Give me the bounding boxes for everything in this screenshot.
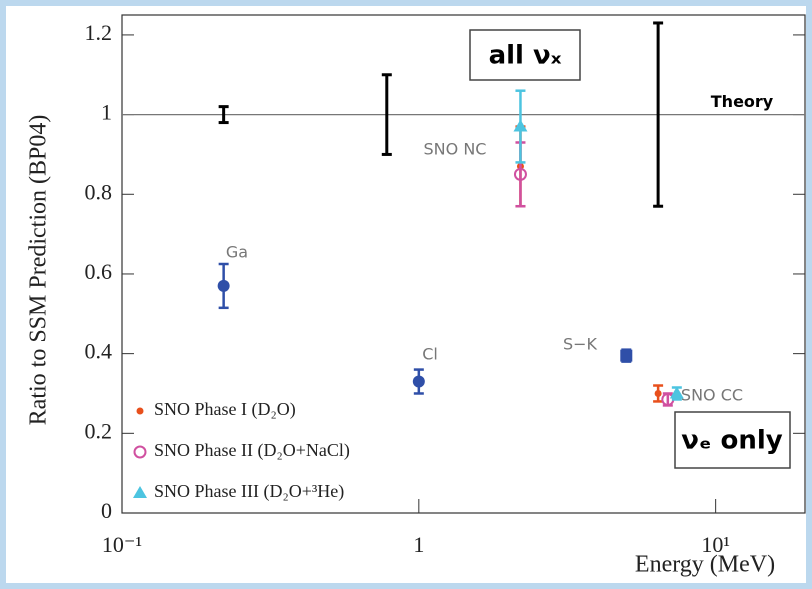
point-label: S−K xyxy=(563,335,598,354)
y-tick-label: 1.2 xyxy=(85,20,113,45)
marker xyxy=(620,349,633,362)
legend-marker xyxy=(133,486,147,498)
marker xyxy=(513,119,528,132)
y-tick-label: 0.2 xyxy=(85,418,113,443)
point-label: SNO CC xyxy=(681,386,743,405)
legend-label: SNO Phase II (D₂O+NaCl) xyxy=(154,440,350,461)
marker xyxy=(513,167,527,181)
box-label: all νₓ xyxy=(489,41,562,71)
y-tick-label: 0 xyxy=(101,498,112,523)
legend-marker xyxy=(133,445,147,459)
legend-label: SNO Phase III (D₂O+³He) xyxy=(154,481,344,502)
x-tick-label: 10⁻¹ xyxy=(102,532,142,557)
marker xyxy=(654,389,662,397)
annotation-box xyxy=(674,411,791,469)
plot-area xyxy=(121,14,806,514)
theory-label: Theory xyxy=(711,92,774,111)
legend-label: SNO Phase I (D₂O) xyxy=(154,399,296,420)
annotation-box xyxy=(469,29,581,81)
x-tick-label: 1 xyxy=(413,532,424,557)
box-label: νₑ only xyxy=(681,426,783,456)
point-label: Ga xyxy=(226,243,248,262)
legend-marker xyxy=(136,407,144,415)
x-tick-label: 10¹ xyxy=(701,532,730,557)
marker xyxy=(217,279,230,292)
y-tick-label: 0.6 xyxy=(85,259,113,284)
marker xyxy=(412,375,425,388)
y-tick-label: 0.4 xyxy=(85,339,113,364)
x-axis-label: Energy (MeV) xyxy=(635,552,775,578)
y-tick-label: 1 xyxy=(101,100,112,125)
marker xyxy=(669,386,684,399)
point-label: SNO NC xyxy=(424,140,487,159)
point-label: Cl xyxy=(422,345,438,364)
y-axis-label: Ratio to SSM Prediction (BP04) xyxy=(26,115,52,426)
y-tick-label: 0.8 xyxy=(85,179,113,204)
